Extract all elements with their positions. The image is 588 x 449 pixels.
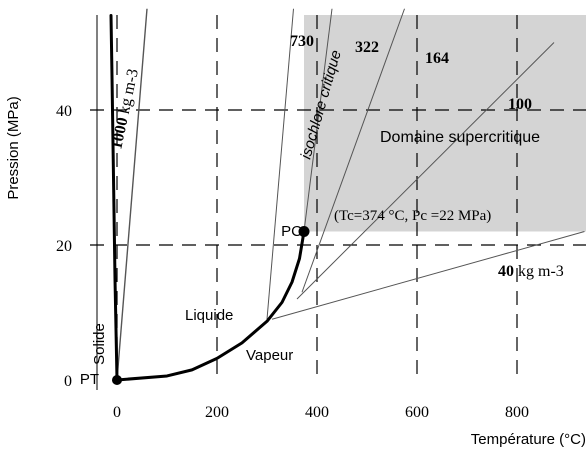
y-tick-label: 20 [56, 238, 72, 255]
supercritical-label: Domaine supercritique [380, 129, 540, 146]
isochore-line-1000 [116, 8, 148, 381]
isochore-label-100: 100 [508, 96, 532, 113]
x-tick-label: 600 [405, 404, 429, 421]
curve-solid-liquid [109, 14, 119, 382]
phase-label-vapour: Vapeur [246, 347, 293, 364]
phase-label-liquid: Liquide [185, 307, 233, 324]
isochore-lines [116, 8, 585, 381]
phase-boundary-curves [109, 14, 310, 385]
triple-point-label: PT [80, 371, 99, 388]
x-tick-label: 800 [505, 404, 529, 421]
axis-tick-labels: 0 200 400 600 800 0 20 40 [56, 103, 529, 421]
isochore-line-730 [266, 8, 294, 320]
y-axis-label: Pression (MPa) [5, 96, 22, 199]
phase-label-solid: Solide [91, 323, 108, 365]
critical-point-label: PC [281, 223, 302, 240]
isochore-line-40 [271, 231, 585, 320]
x-tick-label: 400 [305, 404, 329, 421]
y-tick-label: 0 [64, 373, 72, 390]
critical-point-annotation: (Tc=374 °C, Pc =22 MPa) [334, 208, 491, 224]
isochore-line-322 [303, 8, 333, 232]
y-tick-label: 40 [56, 103, 72, 120]
isochore-label-164: 164 [425, 50, 449, 67]
curve-vaporization [115, 230, 306, 382]
isochore-label-40: 40 kg m-3 [498, 263, 564, 280]
isochore-line-164 [301, 8, 405, 293]
isochore-label-322: 322 [355, 39, 379, 56]
triple-point-marker [112, 374, 123, 385]
isochore-label-730: 730 [290, 33, 314, 50]
x-tick-label: 0 [113, 404, 121, 421]
supercritical-region [304, 15, 586, 232]
x-tick-label: 200 [205, 404, 229, 421]
critical-point-marker [298, 226, 310, 237]
isochore-line-100 [296, 42, 555, 300]
x-axis-label: Température (°C) [471, 431, 586, 448]
